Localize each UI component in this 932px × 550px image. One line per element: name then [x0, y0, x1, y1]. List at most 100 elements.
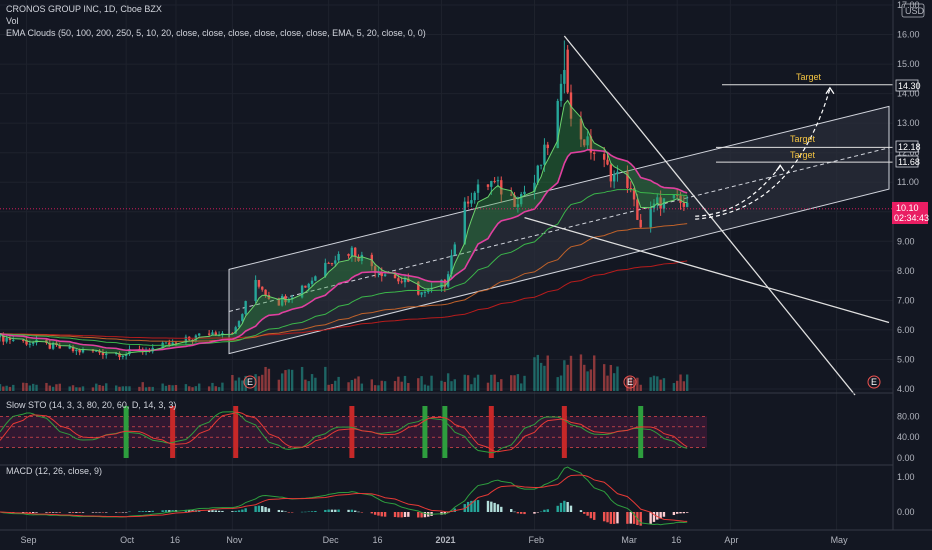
price-badge: 10.10 02:34:43	[892, 202, 929, 224]
macd-histogram-bar	[377, 512, 380, 516]
macd-histogram-bar	[314, 510, 317, 512]
time-tick-label: Oct	[120, 535, 135, 545]
candle-body	[476, 184, 480, 193]
macd-histogram-bar	[151, 510, 154, 512]
candle-body	[347, 254, 350, 256]
volume-bar	[350, 380, 354, 391]
target-price-2: 12.18	[898, 142, 921, 152]
macd-histogram-bar	[221, 510, 224, 512]
volume-bar	[48, 385, 51, 391]
candle-body	[612, 174, 616, 182]
ema-200-line	[0, 260, 688, 339]
candle-body	[0, 333, 2, 338]
macd-histogram-bar	[443, 512, 447, 515]
sto-tick-label: 80.00	[897, 411, 920, 421]
macd-histogram-bar	[81, 512, 85, 513]
candle-body	[417, 281, 420, 295]
volume-bar	[105, 383, 108, 391]
volume-bar	[354, 378, 357, 391]
time-tick-label: 2021	[436, 535, 456, 545]
candle-body	[423, 291, 427, 293]
candle-body	[486, 184, 490, 187]
volume-bar	[211, 382, 214, 391]
earnings-marker-1[interactable]: E	[243, 375, 257, 389]
volume-bar	[403, 375, 407, 391]
volume-bar	[114, 385, 118, 391]
volume-bar	[383, 381, 387, 391]
macd-histogram-bar	[393, 512, 397, 518]
volume-bar	[556, 377, 559, 391]
price-tick-label: 16.00	[897, 30, 920, 40]
earnings-marker-2[interactable]: E	[623, 375, 637, 389]
target-price-1: 14.30	[898, 81, 921, 91]
sto-d-line	[0, 411, 688, 453]
volume-bar	[672, 383, 676, 391]
candle-body	[310, 280, 314, 284]
candle-body	[214, 332, 217, 336]
macd-histogram-bar	[280, 510, 284, 512]
volume-bar	[290, 369, 294, 391]
macd-histogram-bar	[380, 512, 383, 517]
candle-body	[68, 346, 71, 349]
macd-histogram-bar	[171, 510, 174, 512]
volume-bar	[2, 386, 5, 391]
volume-bar	[58, 383, 61, 391]
currency-badge[interactable]: USD	[901, 3, 925, 18]
volume-bar	[55, 384, 58, 391]
candle-body	[519, 194, 523, 205]
volume-bar	[71, 385, 75, 391]
price-tick-label: 15.00	[897, 59, 920, 69]
macd-histogram-bar	[98, 512, 101, 513]
macd-histogram-bar	[91, 512, 95, 513]
candle-body	[128, 349, 131, 355]
chart-title: CRONOS GROUP INC, 1D, Cboe BZX	[6, 4, 162, 14]
macd-histogram-bar	[184, 509, 188, 512]
candle-body	[234, 327, 237, 334]
volume-bar	[174, 385, 178, 391]
candle-body	[324, 262, 327, 277]
candle-body	[168, 342, 171, 346]
macd-histogram-bar	[373, 512, 377, 515]
macd-histogram-bar	[267, 508, 271, 512]
projection-arrowhead-1	[775, 164, 785, 172]
candle-body	[583, 139, 586, 146]
candle-body	[307, 283, 310, 288]
candle-body	[304, 285, 307, 288]
ema-5-line	[0, 99, 688, 356]
macd-histogram-bar	[546, 509, 549, 512]
volume-bar	[546, 355, 549, 391]
candle-body	[25, 340, 28, 345]
macd-histogram-bar	[536, 512, 539, 513]
macd-histogram-bar	[679, 512, 682, 514]
candle-body	[207, 333, 211, 335]
volume-bar	[197, 383, 201, 391]
time-tick-label: Dec	[323, 535, 340, 545]
candle-body	[241, 314, 244, 322]
volume-bar	[164, 385, 168, 391]
macd-signal-line	[0, 474, 688, 522]
macd-histogram-bar	[609, 512, 613, 524]
volume-bar	[616, 366, 619, 391]
macd-panel	[0, 466, 689, 526]
volume-bar	[337, 376, 340, 391]
candle-body	[609, 164, 613, 182]
time-tick-label: Feb	[528, 535, 544, 545]
macd-histogram-bar	[586, 512, 589, 516]
volume-bar	[28, 385, 32, 391]
macd-histogram-bar	[211, 510, 214, 512]
candle-body	[629, 188, 632, 190]
macd-histogram-bar	[78, 512, 81, 513]
volume-bar	[463, 374, 466, 391]
volume-bar	[264, 366, 267, 391]
target-price-3: 11.68	[898, 157, 920, 167]
volume-bar	[656, 376, 659, 391]
price-badge-price: 10.10	[896, 203, 919, 213]
candle-body	[101, 352, 105, 356]
macd-histogram-bar	[682, 512, 686, 514]
macd-histogram-bar	[25, 512, 28, 514]
volume-bar	[25, 383, 28, 391]
macd-histogram-bar	[606, 512, 609, 523]
earnings-marker-3[interactable]: E	[867, 375, 881, 389]
volume-bar	[519, 383, 523, 391]
